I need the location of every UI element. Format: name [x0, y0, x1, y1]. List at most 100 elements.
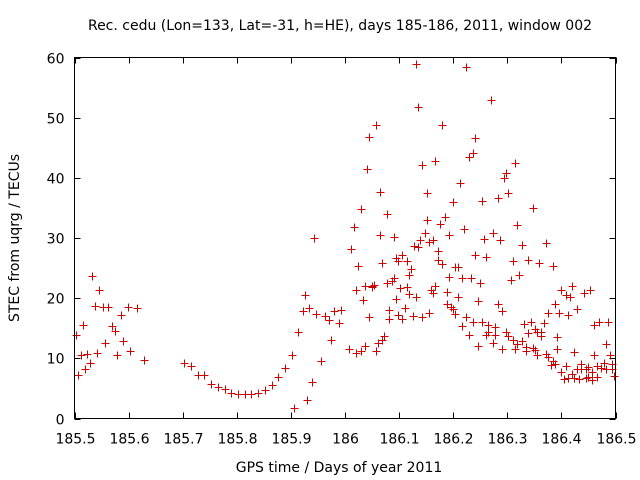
data-point [588, 376, 597, 385]
data-point [423, 189, 432, 198]
data-point [407, 265, 416, 274]
data-point [542, 239, 551, 248]
data-point [378, 259, 387, 268]
data-point [207, 380, 216, 389]
data-point [421, 229, 430, 238]
data-point [83, 350, 92, 359]
data-point [180, 359, 189, 368]
data-point [449, 198, 458, 207]
data-point [414, 103, 423, 112]
axis-ticks [74, 57, 617, 420]
data-point [454, 263, 463, 272]
data-point [357, 347, 366, 356]
data-point [557, 368, 566, 377]
data-point [380, 332, 389, 341]
y-tick-label: 30 [47, 232, 65, 248]
data-point [471, 251, 480, 260]
data-point [372, 347, 381, 356]
data-point [443, 288, 452, 297]
y-tick-label: 40 [47, 172, 65, 188]
data-point [425, 309, 434, 318]
data-point [513, 340, 522, 349]
data-point [498, 345, 507, 354]
data-point [568, 282, 577, 291]
data-point [509, 257, 518, 266]
data-point [467, 274, 476, 283]
x-tick-label: 185.9 [271, 432, 311, 448]
data-point [403, 283, 412, 292]
data-point [337, 306, 346, 315]
data-point [299, 307, 308, 316]
data-point [274, 373, 283, 382]
data-point [303, 396, 312, 405]
y-tick-label: 60 [47, 52, 65, 68]
y-tick-label: 20 [47, 292, 65, 308]
data-point [357, 205, 366, 214]
data-point [465, 331, 474, 340]
data-point [111, 327, 120, 336]
data-point [414, 243, 423, 252]
x-tick-label: 186.5 [596, 432, 636, 448]
data-point [88, 272, 97, 281]
data-point [456, 179, 465, 188]
data-point [600, 359, 609, 368]
data-point [310, 234, 319, 243]
data-point [542, 350, 551, 359]
data-point [398, 315, 407, 324]
data-point [562, 362, 571, 371]
data-point [496, 236, 505, 245]
data-point [416, 236, 425, 245]
data-point [361, 282, 370, 291]
data-point [124, 303, 133, 312]
data-point [392, 295, 401, 304]
data-point [580, 289, 589, 298]
data-point [568, 370, 577, 379]
data-point [557, 286, 566, 295]
data-point [602, 340, 611, 349]
data-points [72, 60, 619, 413]
data-point [549, 262, 558, 271]
data-point [564, 311, 573, 320]
data-point [117, 311, 126, 320]
data-point [476, 279, 485, 288]
data-point [573, 305, 582, 314]
data-point [330, 307, 339, 316]
data-point [370, 281, 379, 290]
data-point [544, 309, 553, 318]
data-point [438, 260, 447, 269]
data-point [504, 189, 513, 198]
data-point [458, 274, 467, 283]
data-point [478, 197, 487, 206]
data-point [491, 331, 500, 340]
data-point [502, 328, 511, 337]
data-point [187, 362, 196, 371]
data-point [474, 342, 483, 351]
data-point [93, 349, 102, 358]
data-point [524, 329, 533, 338]
data-point [449, 305, 458, 314]
data-point [441, 213, 450, 222]
data-point [445, 231, 454, 240]
data-point [398, 251, 407, 260]
data-point [533, 351, 542, 360]
data-point [74, 371, 83, 380]
data-point [403, 257, 412, 266]
data-point [418, 161, 427, 170]
data-point [575, 375, 584, 384]
data-point [518, 241, 527, 250]
tick-labels: 185.5 185.6 185.7 185.8 185.9 186 186.1 186.2 18… [47, 52, 637, 448]
y-tick-label: 50 [47, 112, 65, 128]
data-point [487, 96, 496, 105]
data-point [294, 328, 303, 337]
data-point [394, 257, 403, 266]
data-point [321, 312, 330, 321]
data-point [288, 351, 297, 360]
x-tick-label: 186.4 [541, 432, 581, 448]
data-point [327, 336, 336, 345]
data-point [431, 157, 440, 166]
data-point [489, 339, 498, 348]
data-point [562, 291, 571, 300]
data-point [372, 121, 381, 130]
data-point [507, 276, 516, 285]
